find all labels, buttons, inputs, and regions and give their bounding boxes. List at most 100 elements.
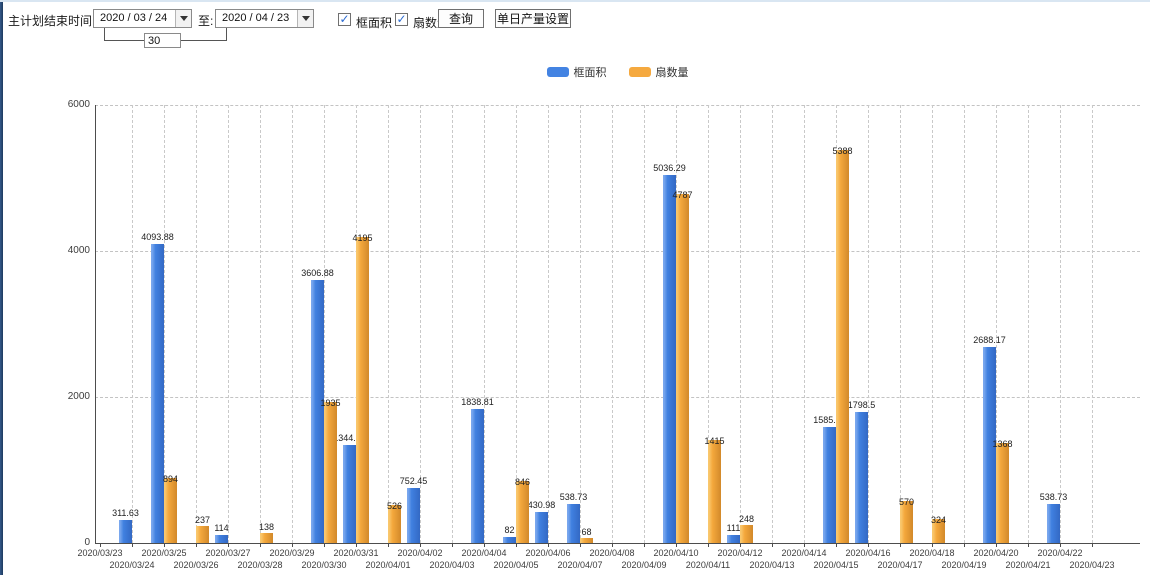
gridline-vertical <box>324 105 325 543</box>
legend-item-0[interactable]: 框面积 <box>546 64 607 80</box>
bar-frame-area-2020/03/30 <box>311 279 324 543</box>
gridline-vertical <box>548 105 549 543</box>
bar-value-label: 4093.88 <box>141 232 174 243</box>
x-axis-label: 2020/03/23 <box>77 548 123 558</box>
gridline-horizontal <box>95 105 1140 106</box>
x-axis-tick <box>356 543 357 547</box>
gridline-vertical <box>292 105 293 543</box>
gridline-vertical <box>516 105 517 543</box>
x-axis-line <box>95 543 1140 544</box>
x-axis-label: 2020/03/31 <box>333 548 379 558</box>
gridline-vertical <box>420 105 421 543</box>
x-axis-tick <box>1060 543 1061 547</box>
x-axis-tick <box>612 543 613 547</box>
gridline-vertical <box>260 105 261 543</box>
bar-frame-area-2020/04/22 <box>1047 503 1060 543</box>
gridline-horizontal <box>95 397 1140 398</box>
x-axis-label: 2020/04/12 <box>717 548 763 558</box>
to-label: 至: <box>198 14 214 28</box>
daily-output-settings-button[interactable]: 单日产量设置 <box>495 9 571 28</box>
bar-value-label: 1935 <box>320 397 341 408</box>
gridline-vertical <box>1092 105 1093 543</box>
bar-value-label: 570 <box>898 497 915 508</box>
bar-fan-count-2020/03/31 <box>356 236 369 543</box>
gridline-vertical <box>228 105 229 543</box>
bar-frame-area-2020/04/16 <box>855 411 868 543</box>
legend-item-1[interactable]: 扇数量 <box>628 64 689 80</box>
x-axis-tick <box>676 543 677 547</box>
frame-area-checkbox[interactable]: ✓ <box>338 12 351 26</box>
bar-value-label: 248 <box>738 513 755 524</box>
legend-label: 扇数量 <box>655 67 689 79</box>
bar-fan-count-2020/03/25 <box>164 477 177 543</box>
bar-frame-area-2020/04/12 <box>727 534 740 543</box>
bar-value-label: 894 <box>162 473 179 484</box>
bar-frame-area-2020/04/07 <box>567 503 580 543</box>
bar-frame-area-2020/03/31 <box>343 444 356 543</box>
bar-frame-area-2020/04/04 <box>471 408 484 543</box>
x-axis-label: 2020/04/17 <box>877 560 923 570</box>
y-axis-line <box>95 105 96 543</box>
bar-frame-area-2020/04/06 <box>535 511 548 543</box>
bar-fan-count-2020/04/11 <box>708 439 721 543</box>
to-date-dropdown-button[interactable] <box>297 10 313 27</box>
y-axis-label: 2000 <box>67 391 90 402</box>
x-axis-tick <box>644 543 645 547</box>
bar-fan-count-2020/04/20 <box>996 443 1009 543</box>
gridline-vertical <box>900 105 901 543</box>
x-axis-tick <box>708 543 709 547</box>
y-axis-label: 4000 <box>67 245 90 256</box>
x-axis-label: 2020/04/03 <box>429 560 475 570</box>
bar-value-label: 237 <box>194 514 211 525</box>
from-date-dropdown-button[interactable] <box>175 10 191 27</box>
x-axis-tick <box>100 543 101 547</box>
bar-value-label: 526 <box>386 500 403 511</box>
gridline-vertical <box>868 105 869 543</box>
connector-line <box>226 28 227 41</box>
gridline-vertical <box>932 105 933 543</box>
x-axis-tick <box>196 543 197 547</box>
x-axis-tick <box>452 543 453 547</box>
x-axis-label: 2020/04/11 <box>685 560 731 570</box>
bar-value-label: 82 <box>504 525 515 535</box>
x-axis-label: 2020/03/30 <box>301 560 347 570</box>
x-axis-label: 2020/04/06 <box>525 548 571 558</box>
from-date-value[interactable]: 2020 / 03 / 24 <box>100 12 168 24</box>
x-axis-label: 2020/04/23 <box>1069 560 1115 570</box>
bar-value-label: 430.98 <box>527 499 556 510</box>
to-date-value[interactable]: 2020 / 04 / 23 <box>222 12 290 24</box>
window-top-edge <box>0 0 1150 2</box>
x-axis-label: 2020/03/27 <box>205 548 251 558</box>
x-axis-tick <box>932 543 933 547</box>
x-axis-label: 2020/04/10 <box>653 548 699 558</box>
fan-count-checkbox[interactable]: ✓ <box>395 12 408 26</box>
x-axis-tick <box>164 543 165 547</box>
x-axis-label: 2020/04/21 <box>1005 560 1051 570</box>
bar-fan-count-2020/04/15 <box>836 149 849 543</box>
frame-area-checkbox-label[interactable]: 框面积 <box>356 16 393 30</box>
x-axis-tick <box>484 543 485 547</box>
x-axis-label: 2020/04/14 <box>781 548 827 558</box>
to-date-picker[interactable]: 2020 / 04 / 23 <box>215 9 314 28</box>
x-axis-label: 2020/04/18 <box>909 548 955 558</box>
bar-frame-area-2020/04/10 <box>663 175 676 543</box>
bar-value-label: 1838.81 <box>461 396 494 407</box>
bar-value-label: 311.63 <box>112 508 139 519</box>
gridline-vertical <box>740 105 741 543</box>
gridline-vertical <box>580 105 581 543</box>
x-axis-label: 2020/03/29 <box>269 548 315 558</box>
from-date-picker[interactable]: 2020 / 03 / 24 <box>93 9 192 28</box>
query-button[interactable]: 查询 <box>438 9 484 28</box>
bar-value-label: 138 <box>258 521 275 532</box>
x-axis-tick <box>516 543 517 547</box>
x-axis-tick <box>996 543 997 547</box>
x-axis-label: 2020/03/26 <box>173 560 219 570</box>
bar-value-label: 1798.5 <box>847 399 876 410</box>
x-axis-label: 2020/03/24 <box>109 560 155 570</box>
bar-frame-area-2020/04/02 <box>407 488 420 543</box>
x-axis-label: 2020/04/08 <box>589 548 635 558</box>
x-axis-tick <box>260 543 261 547</box>
chevron-down-icon <box>179 16 188 21</box>
interval-days-input[interactable]: 30 <box>144 33 181 48</box>
x-axis-label: 2020/04/02 <box>397 548 443 558</box>
